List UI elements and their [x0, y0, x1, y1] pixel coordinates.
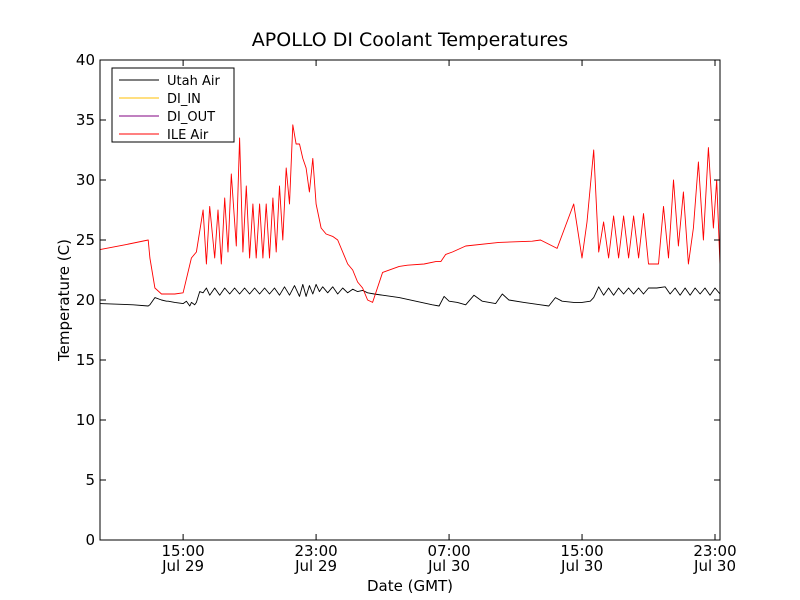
series-line-ile-air — [99, 124, 721, 303]
x-tick-label-date: Jul 29 — [161, 557, 204, 575]
legend-label-utah-air: Utah Air — [167, 74, 220, 89]
legend-label-ile-air: ILE Air — [167, 128, 209, 143]
x-axis-label: Date (GMT) — [367, 577, 453, 595]
y-tick-label: 30 — [76, 171, 95, 189]
series-line-utah-air — [99, 283, 721, 307]
x-tick-label-time: 23:00 — [294, 542, 337, 560]
y-tick-label: 10 — [76, 411, 95, 429]
x-tick-label-time: 07:00 — [427, 542, 470, 560]
legend-label-di-in: DI_IN — [167, 92, 201, 107]
x-tick-label-date: Jul 29 — [294, 557, 337, 575]
y-tick-label: 20 — [76, 291, 95, 309]
y-axis-label: Temperature (C) — [55, 239, 73, 362]
series-layer — [99, 124, 721, 307]
x-tick-label-date: Jul 30 — [427, 557, 470, 575]
y-tick-label: 15 — [76, 351, 95, 369]
chart-title: APOLLO DI Coolant Temperatures — [252, 29, 568, 51]
x-tick-label-time: 15:00 — [560, 542, 603, 560]
plot-frame — [99, 59, 721, 541]
y-tick-label: 35 — [76, 111, 95, 129]
y-tick-label: 25 — [76, 231, 95, 249]
y-tick-label: 40 — [76, 51, 95, 69]
x-tick-label-date: Jul 30 — [560, 557, 603, 575]
legend-label-di-out: DI_OUT — [167, 110, 215, 125]
y-tick-label: 5 — [85, 471, 95, 489]
x-tick-label-time: 15:00 — [161, 542, 204, 560]
x-tick-label-time: 23:00 — [693, 542, 736, 560]
legend: Utah Air DI_IN DI_OUT ILE Air — [111, 67, 235, 143]
x-tick-label-date: Jul 30 — [693, 557, 736, 575]
y-tick-label: 0 — [85, 531, 95, 549]
